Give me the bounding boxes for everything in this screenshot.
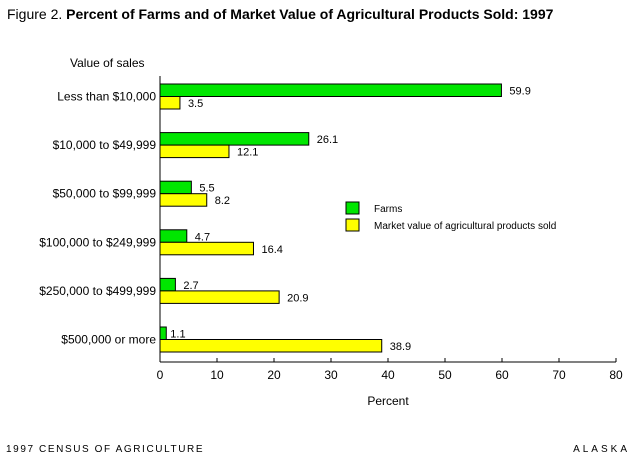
bar-farms — [159, 277, 176, 292]
y-axis-title: Value of sales — [70, 56, 145, 70]
value-label: 8.2 — [215, 195, 230, 207]
footer-census: 1997 CENSUS OF AGRICULTURE — [6, 444, 205, 455]
legend-swatch-market-value — [345, 218, 360, 232]
category-label: $50,000 to $99,999 — [53, 187, 157, 201]
value-label: 59.9 — [509, 86, 530, 98]
legend: Farms Market value of agricultural produc… — [345, 201, 556, 232]
figure-title: Percent of Farms and of Market Value of … — [66, 6, 554, 22]
category-label: $100,000 to $249,999 — [39, 235, 156, 249]
bar-chart: Value of sales Percent Less than $10,000… — [39, 56, 623, 408]
x-tick-label: 40 — [381, 368, 395, 382]
bar-market-value — [159, 339, 383, 353]
value-label: 2.7 — [183, 280, 198, 292]
value-label: 16.4 — [261, 244, 282, 256]
chart-title: Figure 2. Percent of Farms and of Market… — [7, 6, 553, 22]
bar-farms — [159, 83, 502, 97]
value-label: 5.5 — [199, 183, 214, 195]
x-tick-label: 70 — [552, 368, 566, 382]
bar-farms — [159, 180, 192, 195]
bar-market-value — [159, 241, 254, 256]
bar-market-value — [159, 193, 208, 207]
legend-label-farms: Farms — [374, 204, 402, 215]
value-label: 20.9 — [287, 292, 308, 304]
figure-label: Figure 2. — [7, 6, 63, 22]
legend-label-market-value: Market value of agricultural products so… — [374, 221, 556, 232]
value-label: 12.1 — [237, 147, 258, 159]
bar-farms — [159, 132, 310, 146]
x-tick-label: 20 — [267, 368, 281, 382]
category-label: $250,000 to $499,999 — [39, 284, 156, 298]
bar-market-value — [159, 96, 181, 110]
bars-group — [159, 83, 502, 353]
bar-market-value — [159, 290, 280, 304]
legend-swatch-farms — [345, 201, 360, 215]
x-tick-label: 0 — [157, 368, 164, 382]
bar-farms — [159, 229, 188, 243]
bar-market-value — [159, 144, 230, 159]
x-axis-title: Percent — [367, 394, 409, 408]
x-tick-label: 80 — [609, 368, 623, 382]
value-labels: 59.9 3.5 26.1 12.1 5.58.2 4.7 16.4 2.7 20.9 1.1 38… — [170, 86, 531, 354]
value-label: 1.1 — [170, 329, 185, 341]
category-label: $500,000 or more — [61, 333, 156, 347]
value-label: 38.9 — [390, 341, 411, 353]
value-label: 26.1 — [317, 134, 338, 146]
value-label: 4.7 — [195, 231, 210, 243]
value-label: 3.5 — [188, 98, 203, 110]
bar-farms — [159, 326, 167, 340]
x-tick-label: 50 — [438, 368, 452, 382]
axes: 0 10 20 30 40 50 60 70 80 — [157, 76, 623, 382]
footer-state: ALASKA — [573, 444, 630, 455]
category-label: Less than $10,000 — [57, 90, 156, 104]
category-labels: Less than $10,000 $10,000 to $49,999 $50,0… — [39, 90, 156, 347]
x-tick-label: 30 — [324, 368, 338, 382]
category-label: $10,000 to $49,999 — [53, 138, 157, 152]
x-tick-label: 10 — [210, 368, 224, 382]
x-tick-label: 60 — [495, 368, 509, 382]
